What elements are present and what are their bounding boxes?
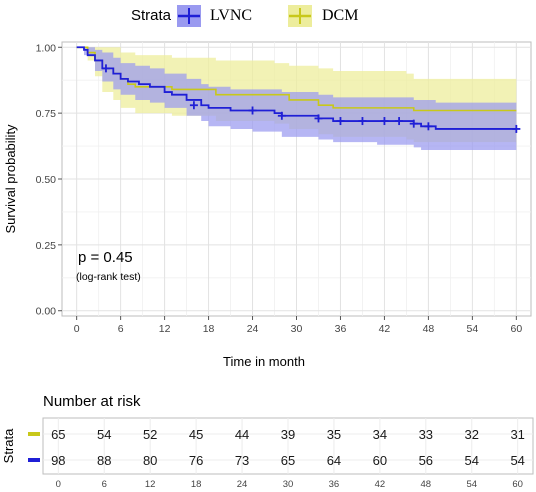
risk-cell: 32 (465, 427, 479, 442)
x-axis-label: Time in month (223, 354, 305, 369)
risk-table-keys (28, 432, 40, 462)
legend-title: Strata (131, 7, 172, 24)
x-axis: 0 6 12 18 24 30 36 42 48 54 60 (74, 316, 523, 335)
legend-entry-dcm: DCM (288, 5, 358, 27)
risk-cell: 98 (51, 453, 65, 468)
confidence-bands (76, 47, 517, 151)
risk-key-lvnc (28, 458, 40, 462)
risk-cell: 76 (189, 453, 203, 468)
censor-mark-lvnc (248, 106, 257, 115)
censor-mark-lvnc (277, 111, 286, 120)
censor-mark-lvnc (101, 64, 110, 73)
legend-entry-lvnc: LVNC (177, 5, 252, 27)
risk-cell: 34 (373, 427, 387, 442)
risk-time-label: 60 (512, 479, 523, 490)
x-tick-label: 36 (335, 323, 347, 335)
censor-mark-lvnc (380, 117, 389, 126)
y-axis-label: Survival probability (3, 124, 18, 234)
censor-mark-lvnc (409, 119, 418, 128)
risk-cell: 64 (327, 453, 341, 468)
risk-strata-label: Strata (1, 428, 16, 463)
censor-mark-lvnc (336, 117, 345, 126)
censor-mark-lvnc (395, 117, 404, 126)
risk-cell: 45 (189, 427, 203, 442)
censor-mark-lvnc (512, 124, 521, 133)
risk-cell: 54 (97, 427, 111, 442)
survival-plot: 0.00 0.25 0.50 0.75 1.00 0 6 12 18 24 30 36 42 48 54 6… (3, 41, 532, 369)
risk-key-dcm (28, 432, 40, 436)
y-axis: 0.00 0.25 0.50 0.75 1.00 (36, 42, 62, 318)
censor-marks (101, 64, 521, 133)
x-tick-label: 18 (203, 323, 215, 335)
y-tick-label: 0.50 (36, 174, 57, 186)
x-tick-label: 12 (159, 323, 171, 335)
risk-cell: 54 (465, 453, 479, 468)
risk-time-label: 18 (191, 479, 202, 490)
x-tick-label: 48 (423, 323, 435, 335)
risk-table-title: Number at risk (43, 393, 141, 410)
x-tick-label: 30 (291, 323, 303, 335)
risk-cell: 33 (419, 427, 433, 442)
risk-time-label: 36 (329, 479, 340, 490)
x-tick-label: 24 (247, 323, 259, 335)
risk-cell: 39 (281, 427, 295, 442)
y-tick-label: 0.00 (36, 306, 57, 318)
risk-table-grid (43, 418, 533, 474)
x-tick-label: 0 (74, 323, 80, 335)
risk-cell: 52 (143, 427, 157, 442)
censor-mark-lvnc (314, 114, 323, 123)
risk-table: Number at risk Strata 65 54 52 45 44 39 35 34 33… (1, 393, 534, 490)
legend: Strata LVNC DCM (131, 5, 358, 27)
pvalue-text: p = 0.45 (78, 249, 133, 266)
censor-mark-lvnc (424, 122, 433, 131)
risk-time-label: 6 (102, 479, 107, 490)
risk-cell: 56 (419, 453, 433, 468)
risk-time-label: 48 (421, 479, 432, 490)
risk-time-label: 30 (283, 479, 294, 490)
x-tick-label: 60 (511, 323, 523, 335)
x-tick-label: 54 (467, 323, 479, 335)
censor-mark-lvnc (189, 101, 198, 110)
risk-cell: 65 (281, 453, 295, 468)
risk-cell: 54 (510, 453, 524, 468)
risk-table-time-axis: 0 6 12 18 24 30 36 42 48 54 60 (56, 479, 523, 490)
legend-label-dcm: DCM (322, 7, 358, 24)
risk-cell: 31 (510, 427, 524, 442)
risk-time-label: 24 (237, 479, 248, 490)
risk-cell: 60 (373, 453, 387, 468)
risk-time-label: 0 (56, 479, 61, 490)
risk-time-label: 42 (375, 479, 386, 490)
risk-table-cells: 65 54 52 45 44 39 35 34 33 32 31 98 88 80 76 73 65 64 60 56… (51, 427, 525, 468)
y-tick-label: 1.00 (36, 42, 57, 54)
risk-cell: 35 (327, 427, 341, 442)
risk-cell: 44 (235, 427, 249, 442)
y-tick-label: 0.25 (36, 240, 57, 252)
x-tick-label: 6 (118, 323, 124, 335)
risk-cell: 73 (235, 453, 249, 468)
risk-time-label: 54 (466, 479, 477, 490)
legend-label-lvnc: LVNC (210, 7, 252, 24)
censor-mark-lvnc (358, 117, 367, 126)
logrank-text: (log-rank test) (76, 271, 141, 283)
x-tick-label: 42 (379, 323, 391, 335)
risk-cell: 65 (51, 427, 65, 442)
risk-cell: 88 (97, 453, 111, 468)
y-tick-label: 0.75 (36, 108, 57, 120)
ci-band-lvnc (76, 47, 517, 151)
risk-cell: 80 (143, 453, 157, 468)
risk-time-label: 12 (145, 479, 156, 490)
